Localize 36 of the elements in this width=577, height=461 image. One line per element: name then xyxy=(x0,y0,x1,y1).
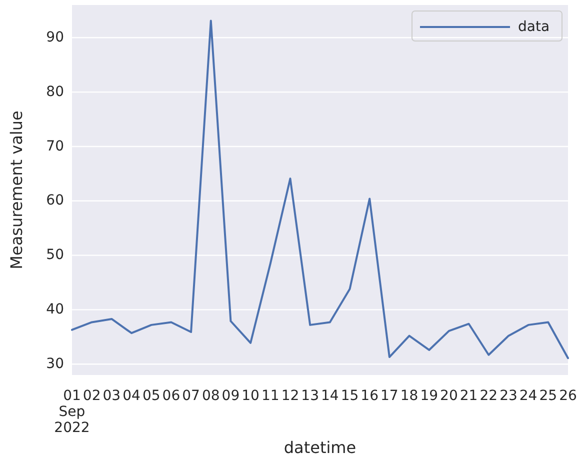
x-tick-label: 26 xyxy=(559,388,577,404)
x-tick-label: 23 xyxy=(500,388,518,404)
x-axis-title: datetime xyxy=(284,438,356,457)
x-tick-label: 04 xyxy=(122,388,141,404)
y-tick-label: 90 xyxy=(46,29,64,46)
y-tick-label: 30 xyxy=(46,356,64,372)
y-axis-title: Measurement value xyxy=(7,110,26,270)
x-tick-label: 12 xyxy=(281,388,300,404)
x-tick-label: 13 xyxy=(301,388,319,404)
y-tick-label: 50 xyxy=(46,247,64,264)
x-tick-label: 14 xyxy=(321,388,339,404)
x-tick-label: 19 xyxy=(420,388,438,404)
x-tick-label: 02 xyxy=(82,388,101,404)
x-tick-label: 17 xyxy=(380,388,398,404)
legend: data xyxy=(412,10,562,42)
x-tick-label: 20 xyxy=(440,388,458,404)
y-tick-label: 40 xyxy=(46,302,64,318)
x-tick-label: 16 xyxy=(360,388,379,404)
x-tick-label: 25 xyxy=(539,388,558,404)
x-tick-label: 24 xyxy=(519,388,538,404)
x-tick-label: 11 xyxy=(261,388,280,404)
x-tick-label: 18 xyxy=(400,388,418,404)
x-tick-label: 22 xyxy=(480,388,498,404)
x-tick-label: 10 xyxy=(242,388,260,404)
x-tick-label: 05 xyxy=(142,388,160,404)
x-tick-label: 15 xyxy=(340,388,359,404)
x-tick-label: 09 xyxy=(222,388,240,404)
line-series xyxy=(71,20,569,360)
y-tick-label: 80 xyxy=(46,84,64,100)
x-tick-label: 07 xyxy=(182,388,200,404)
y-tick-label: 70 xyxy=(46,138,64,154)
x-tick-label: 03 xyxy=(102,388,121,404)
x-tick-label: 21 xyxy=(460,388,478,404)
x-tick-label: 08 xyxy=(202,388,220,404)
y-tick-label: 60 xyxy=(46,192,64,209)
x-tick-label: 06 xyxy=(162,388,180,404)
